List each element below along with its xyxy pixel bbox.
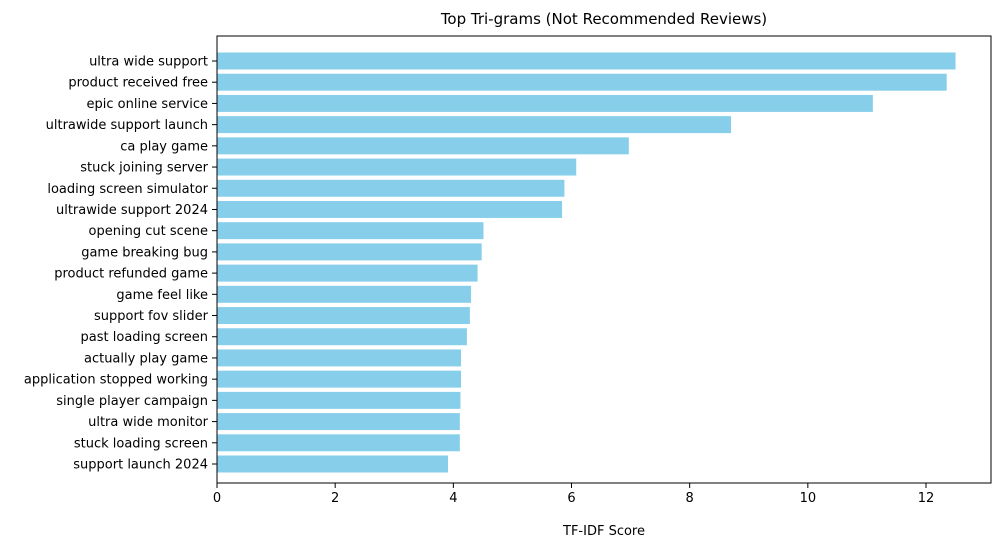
- bar-5: [217, 158, 577, 176]
- x-tick-label: 10: [800, 491, 817, 506]
- plot-border: [216, 35, 992, 484]
- bar-2: [217, 94, 873, 112]
- bar-0: [217, 52, 956, 70]
- bar-10: [217, 264, 478, 282]
- x-axis-title: TF-IDF Score: [562, 524, 645, 539]
- bar-14: [217, 349, 462, 367]
- y-tick-label: ultrawide support 2024: [56, 203, 208, 218]
- bar-8: [217, 222, 484, 240]
- y-tick-label: loading screen simulator: [47, 182, 208, 197]
- y-tick-label: application stopped working: [24, 373, 208, 388]
- y-tick-label: game feel like: [116, 288, 208, 303]
- bar-6: [217, 179, 565, 197]
- bar-3: [217, 116, 732, 134]
- bar-11: [217, 285, 472, 303]
- x-tick-label: 6: [567, 491, 575, 506]
- bar-4: [217, 137, 629, 155]
- bar-9: [217, 243, 482, 261]
- y-tick-label: support fov slider: [94, 309, 209, 324]
- y-tick-label: stuck loading screen: [74, 436, 208, 451]
- bar-7: [217, 200, 563, 218]
- x-tick-label: 2: [331, 491, 339, 506]
- bars-group: [217, 52, 956, 473]
- x-tick-label: 12: [918, 491, 935, 506]
- y-tick-label: product refunded game: [54, 267, 208, 282]
- bar-12: [217, 307, 470, 325]
- y-tick-label: epic online service: [87, 97, 209, 112]
- y-axis-ticks: ultra wide support product received free e…: [24, 55, 217, 473]
- bar-1: [217, 73, 947, 91]
- y-tick-label: single player campaign: [56, 394, 208, 409]
- y-tick-label: ca play game: [120, 139, 208, 154]
- y-tick-label: game breaking bug: [81, 245, 208, 260]
- bar-16: [217, 391, 461, 409]
- y-tick-label: product received free: [68, 76, 208, 91]
- plot-frame: [216, 35, 992, 484]
- y-tick-label: opening cut scene: [89, 224, 208, 239]
- y-tick-label: ultra wide support: [89, 55, 208, 70]
- y-tick-label: support launch 2024: [73, 458, 208, 473]
- x-axis-ticks: 0 2 4 6 8 10 12: [213, 483, 934, 506]
- x-tick-label: 0: [213, 491, 221, 506]
- bar-13: [217, 328, 467, 346]
- bar-15: [217, 370, 462, 388]
- bar-17: [217, 413, 460, 431]
- chart-title: Top Tri-grams (Not Recommended Reviews): [440, 10, 767, 28]
- x-tick-label: 4: [449, 491, 457, 506]
- bar-19: [217, 455, 449, 473]
- y-tick-label: actually play game: [84, 351, 208, 366]
- y-tick-label: stuck joining server: [80, 161, 208, 176]
- y-tick-label: ultrawide support launch: [46, 118, 208, 133]
- y-tick-label: ultra wide monitor: [88, 415, 209, 430]
- x-tick-label: 8: [686, 491, 694, 506]
- y-tick-label: past loading screen: [81, 330, 208, 345]
- bar-18: [217, 434, 460, 452]
